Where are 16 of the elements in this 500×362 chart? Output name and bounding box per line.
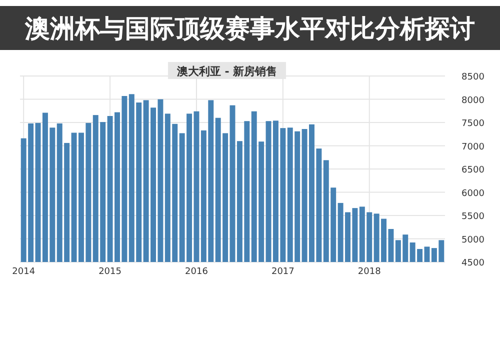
text: 澳洲杯与国际顶级赛事水平对比分析探讨: [24, 14, 475, 43]
x-tick-label: 2018: [358, 267, 382, 277]
y-tick-label: 6000: [462, 188, 485, 199]
y-tick-label: 6500: [462, 166, 485, 176]
y-tick-label: 8500: [462, 72, 485, 82]
y-tick-label: 5500: [462, 212, 485, 222]
y-tick-label: 4500: [462, 258, 485, 268]
y-tick-label: 7000: [462, 142, 485, 152]
x-tick-label: 2016: [185, 267, 208, 277]
y-tick-label: 5000: [462, 235, 485, 246]
x-tick-label: 2017: [271, 267, 294, 277]
x-tick-label: 2014: [12, 267, 36, 277]
chart-title: 澳大利亚 - 新房销售: [176, 65, 278, 78]
y-tick-label: 8000: [462, 96, 485, 106]
y-tick-label: 7500: [462, 119, 485, 129]
x-tick-label: 2015: [98, 267, 122, 277]
